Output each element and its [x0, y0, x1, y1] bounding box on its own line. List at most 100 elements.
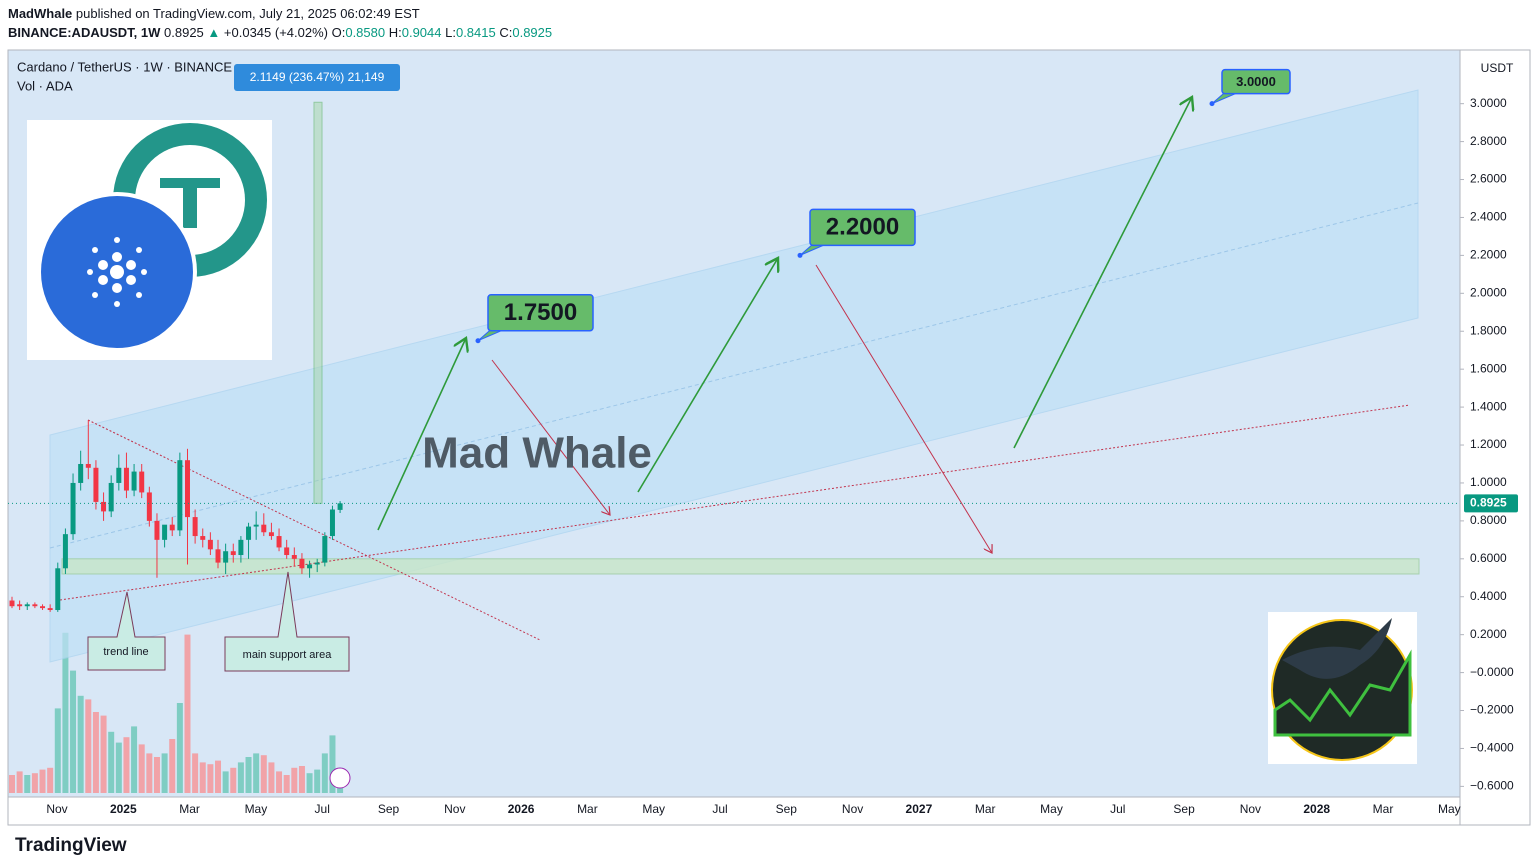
- price: 0.8925: [164, 25, 204, 40]
- h-label: H:: [388, 25, 402, 40]
- change: +0.0345 (+4.02%): [223, 25, 328, 40]
- x-tick-label: Mar: [577, 802, 598, 816]
- volume-bar: [161, 753, 168, 793]
- chart-subtitle: Vol · ADA: [17, 78, 73, 93]
- x-tick-label: Mar: [975, 802, 996, 816]
- target-pointer: [1211, 89, 1242, 105]
- candle-body: [200, 536, 206, 540]
- candle-body: [307, 564, 313, 569]
- whale-logo: [1268, 612, 1417, 764]
- candle-body: [299, 558, 305, 569]
- last-price-tag: [1464, 494, 1518, 513]
- volume-bar: [215, 760, 222, 793]
- c: 0.8925: [512, 25, 553, 40]
- y-tick-label: 0.2000: [1470, 627, 1507, 641]
- volume-bar: [123, 737, 130, 793]
- candle-body: [314, 562, 320, 565]
- candle-body: [261, 524, 267, 533]
- volume-bar: [276, 771, 283, 793]
- volume-bar: [70, 670, 77, 793]
- target-pointer: [799, 240, 830, 256]
- candle-body: [184, 460, 190, 518]
- target-box: [809, 208, 916, 247]
- candle-body: [162, 524, 168, 540]
- x-tick-label: May: [1438, 802, 1461, 816]
- y-tick-label: −0.0000: [1470, 665, 1514, 679]
- annotation: trend line: [103, 646, 148, 658]
- candle-body: [139, 471, 145, 493]
- candle-body: [116, 467, 122, 483]
- volume-bar: [291, 767, 298, 793]
- flash-icon[interactable]: [329, 767, 351, 789]
- target-label: 1.7500: [504, 299, 577, 326]
- volume-bar: [184, 634, 191, 793]
- currency-button[interactable]: USDT: [1481, 61, 1514, 75]
- volume-bar: [176, 703, 183, 793]
- measure-box: [234, 64, 400, 91]
- x-tick-label: Sep: [378, 802, 400, 816]
- candle-body: [276, 536, 282, 548]
- candle-body: [268, 532, 274, 537]
- watermark: Mad Whale: [422, 429, 652, 478]
- candle-body: [40, 606, 46, 609]
- last-price-label: 0.8925: [1470, 496, 1507, 510]
- cardano-logo: [27, 120, 272, 360]
- volume-bar: [222, 771, 229, 793]
- c-label: C:: [499, 25, 513, 40]
- volume-bar: [9, 775, 15, 793]
- header-line: MadWhale published on TradingView.com, J…: [8, 6, 420, 21]
- volume-bar: [207, 764, 214, 793]
- x-tick-label: Nov: [444, 802, 465, 816]
- y-tick-label: 2.8000: [1470, 134, 1507, 148]
- arrow: [1013, 97, 1192, 449]
- trend-line: [59, 404, 1411, 601]
- target-pointer: [477, 326, 508, 342]
- candle-body: [123, 467, 129, 491]
- footer-logo[interactable]: TradingView: [15, 835, 127, 856]
- x-tick-label: Nov: [842, 802, 863, 816]
- candle-body: [291, 555, 297, 559]
- x-tick-label: May: [1040, 802, 1063, 816]
- volume-bar: [146, 753, 153, 793]
- y-tick-label: 3.0000: [1470, 96, 1507, 110]
- y-tick-label: 1.4000: [1470, 399, 1507, 413]
- candle-body: [192, 517, 198, 537]
- volume-bar: [85, 699, 92, 793]
- y-tick-label: 2.0000: [1470, 285, 1507, 299]
- candle-body: [85, 463, 91, 468]
- arrow: [491, 359, 610, 515]
- volume-bar: [16, 771, 23, 793]
- candle-body: [230, 551, 236, 556]
- x-tick-label: Jul: [315, 802, 330, 816]
- candle-body: [169, 524, 175, 531]
- y-tick-label: 0.8000: [1470, 513, 1507, 527]
- y-tick-label: 2.2000: [1470, 248, 1507, 262]
- candle-body: [154, 520, 160, 540]
- candle-body: [238, 539, 244, 556]
- o: 0.8580: [345, 25, 386, 40]
- candle-body: [253, 524, 259, 527]
- volume-bar: [39, 769, 46, 793]
- target-label: 2.2000: [826, 214, 899, 241]
- volume-bar: [100, 715, 107, 793]
- volume-bar: [31, 773, 38, 793]
- x-tick-label: Nov: [1240, 802, 1261, 816]
- candle-body: [47, 608, 53, 611]
- channel-mid: [49, 202, 1419, 549]
- arrow: [637, 258, 778, 493]
- volume-bar: [337, 767, 344, 793]
- y-tick-label: 1.8000: [1470, 323, 1507, 337]
- volume-bar: [230, 767, 237, 793]
- o-label: O:: [331, 25, 346, 40]
- target-box: [487, 293, 594, 332]
- target-point: [475, 338, 481, 344]
- volume-bar: [329, 735, 336, 793]
- x-tick-label: 2025: [110, 802, 137, 816]
- candle-body: [101, 501, 107, 512]
- callout: [87, 591, 166, 671]
- x-tick-label: Mar: [179, 802, 200, 816]
- target-point: [797, 252, 803, 258]
- volume-bar: [192, 753, 199, 793]
- candle-body: [322, 536, 328, 563]
